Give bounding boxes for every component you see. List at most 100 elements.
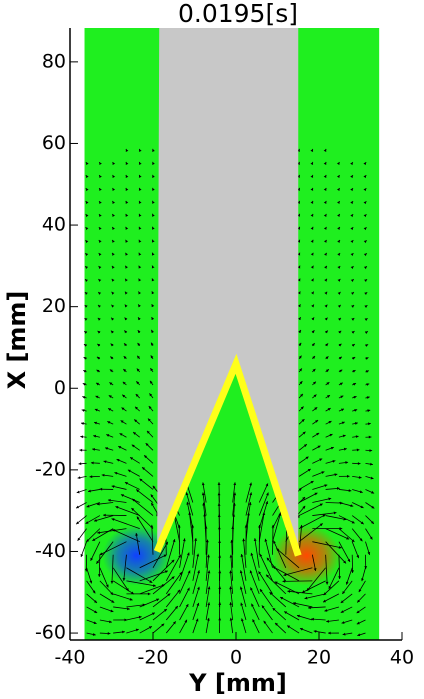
vector-head xyxy=(173,621,176,625)
velocity-vector xyxy=(152,541,169,568)
vector-head xyxy=(366,383,370,386)
velocity-vector xyxy=(229,586,234,607)
vector-head xyxy=(109,369,113,373)
y-axis-title: X [mm] xyxy=(3,291,31,390)
velocity-vector xyxy=(351,528,363,542)
vector-head xyxy=(337,188,340,192)
vector-head xyxy=(112,529,116,532)
vector-head xyxy=(298,355,302,359)
vector-head xyxy=(112,188,116,192)
vector-head xyxy=(111,265,115,269)
vector-head xyxy=(112,175,116,179)
vector-head xyxy=(340,610,344,613)
vector-head xyxy=(336,162,340,166)
y-tick-label: 40 xyxy=(42,214,66,236)
velocity-vector xyxy=(249,570,260,595)
velocity-vector xyxy=(272,512,282,542)
velocity-vector xyxy=(139,478,154,490)
vector-head xyxy=(144,455,148,459)
vector-head xyxy=(89,580,93,584)
vector-head xyxy=(229,586,233,590)
vector-head xyxy=(111,485,115,488)
vector-head xyxy=(253,538,257,542)
vector-head xyxy=(305,456,309,460)
vector-head xyxy=(303,444,307,447)
velocity-vector xyxy=(232,492,236,516)
velocity-vector xyxy=(273,540,287,568)
velocity-vector xyxy=(304,593,326,599)
vector-head xyxy=(240,602,244,606)
vector-head xyxy=(319,503,323,507)
velocity-vector xyxy=(258,483,269,503)
vector-head xyxy=(84,331,88,334)
vector-head xyxy=(217,482,221,485)
vector-head xyxy=(342,590,346,594)
vector-head xyxy=(105,584,109,588)
velocity-vector xyxy=(250,587,260,608)
edge xyxy=(153,353,302,557)
vector-head xyxy=(369,536,373,540)
vector-head xyxy=(369,449,373,452)
vector-head xyxy=(313,394,317,398)
vector-head xyxy=(96,502,100,506)
vector-head xyxy=(354,408,358,412)
vector-head xyxy=(85,253,89,257)
vector-head xyxy=(328,497,332,501)
vector-head xyxy=(313,630,317,633)
velocity-vector xyxy=(312,497,332,503)
vector-head xyxy=(342,434,346,438)
velocity-vector xyxy=(165,554,182,582)
velocity-vector xyxy=(338,528,355,543)
vector-head xyxy=(115,506,119,509)
velocity-vector xyxy=(240,602,247,621)
vector-head xyxy=(86,504,90,508)
vector-head xyxy=(310,187,314,191)
vector-head xyxy=(327,408,331,411)
vector-head xyxy=(284,611,288,615)
velocity-vector xyxy=(205,570,210,594)
vector-head xyxy=(96,560,100,564)
vector-head xyxy=(111,600,115,603)
vector-head xyxy=(338,330,342,334)
vector-head xyxy=(138,226,142,230)
velocity-vector xyxy=(111,518,140,529)
vector-head xyxy=(90,557,94,561)
velocity-vector xyxy=(152,559,175,582)
vector-head xyxy=(229,617,233,621)
vector-head xyxy=(330,446,334,450)
vector-head xyxy=(343,447,347,451)
vector-head xyxy=(351,331,355,334)
velocity-vector xyxy=(113,606,130,610)
velocity-vector xyxy=(85,528,101,543)
vector-head xyxy=(125,278,128,282)
vector-head xyxy=(79,448,83,452)
vector-head xyxy=(112,213,115,217)
vector-head xyxy=(282,579,286,583)
vector-head xyxy=(274,581,278,585)
vector-head xyxy=(287,625,291,629)
velocity-vector xyxy=(325,554,328,585)
vector-head xyxy=(337,265,341,269)
velocity-vector xyxy=(322,593,340,603)
velocity-vector xyxy=(231,539,234,568)
vector-head xyxy=(138,174,142,178)
velocity-vector xyxy=(98,554,101,577)
velocity-vector xyxy=(202,492,207,516)
vector-head xyxy=(301,419,305,422)
vector-head xyxy=(84,305,88,308)
velocity-vector xyxy=(179,603,189,621)
vector-head xyxy=(280,597,284,600)
vector-head xyxy=(152,213,155,217)
velocity-vector xyxy=(258,571,273,595)
vector-head xyxy=(319,458,323,462)
vector-head xyxy=(110,580,114,584)
velocity-vector xyxy=(131,498,154,516)
vector-head xyxy=(111,278,115,282)
velocity-vector xyxy=(266,557,287,582)
vector-head xyxy=(99,201,102,205)
vector-head xyxy=(121,407,125,411)
velocity-vector xyxy=(325,528,350,540)
vector-head xyxy=(265,501,269,505)
velocity-vector xyxy=(205,586,210,608)
vector-head xyxy=(197,570,200,574)
